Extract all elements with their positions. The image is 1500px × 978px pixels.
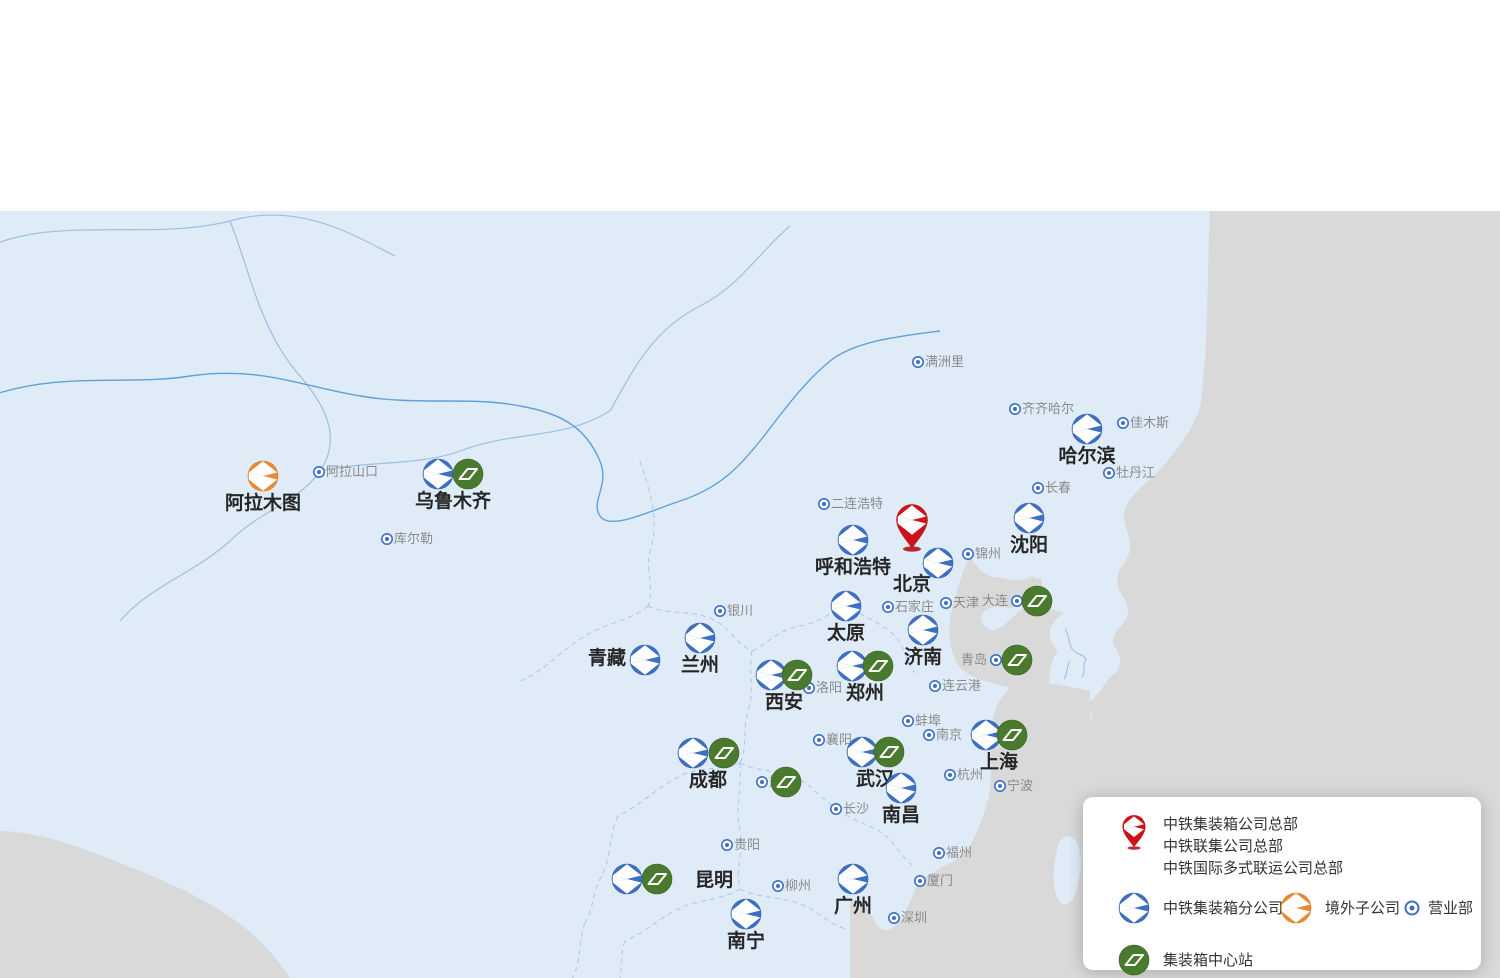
svg-text:成都: 成都 <box>689 768 727 791</box>
svg-text:柳州: 柳州 <box>785 878 811 893</box>
svg-text:中铁联集公司总部: 中铁联集公司总部 <box>1163 838 1283 855</box>
svg-text:青藏: 青藏 <box>588 646 626 669</box>
svg-text:郑州: 郑州 <box>846 682 884 704</box>
svg-text:连云港: 连云港 <box>942 678 981 693</box>
svg-text:乌鲁木齐: 乌鲁木齐 <box>415 489 492 512</box>
svg-text:南昌: 南昌 <box>882 804 920 826</box>
svg-text:福州: 福州 <box>946 845 972 860</box>
svg-text:阿拉山口: 阿拉山口 <box>326 464 378 479</box>
svg-text:南京: 南京 <box>936 727 962 742</box>
svg-text:境外子公司: 境外子公司 <box>1325 899 1400 917</box>
svg-text:南宁: 南宁 <box>727 929 765 952</box>
svg-text:中铁国际多式联运公司总部: 中铁国际多式联运公司总部 <box>1163 860 1343 877</box>
svg-text:太原: 太原 <box>827 621 865 644</box>
svg-text:蚌埠: 蚌埠 <box>915 713 941 728</box>
svg-text:哈尔滨: 哈尔滨 <box>1058 444 1115 467</box>
svg-text:深圳: 深圳 <box>901 910 927 925</box>
svg-text:天津: 天津 <box>953 595 979 610</box>
svg-text:洛阳: 洛阳 <box>816 680 842 695</box>
svg-text:兰州: 兰州 <box>681 653 719 676</box>
svg-text:营业部: 营业部 <box>1428 900 1473 917</box>
svg-text:牡丹江: 牡丹江 <box>1116 465 1155 480</box>
svg-text:昆明: 昆明 <box>695 869 733 891</box>
svg-text:中铁集装箱公司总部: 中铁集装箱公司总部 <box>1163 816 1298 833</box>
svg-text:贵阳: 贵阳 <box>734 837 760 852</box>
svg-text:济南: 济南 <box>904 645 942 668</box>
svg-text:二连浩特: 二连浩特 <box>831 496 883 511</box>
svg-text:石家庄: 石家庄 <box>895 599 934 614</box>
svg-text:大连: 大连 <box>982 593 1008 608</box>
svg-text:长沙: 长沙 <box>843 801 869 816</box>
svg-text:襄阳: 襄阳 <box>826 732 852 747</box>
svg-text:西安: 西安 <box>765 690 803 713</box>
svg-text:中铁集装箱分公司: 中铁集装箱分公司 <box>1163 900 1283 917</box>
svg-text:呼和浩特: 呼和浩特 <box>815 555 891 578</box>
svg-text:库尔勒: 库尔勒 <box>394 531 433 546</box>
svg-text:锦州: 锦州 <box>975 546 1001 561</box>
svg-text:广州: 广州 <box>834 894 872 917</box>
svg-text:阿拉木图: 阿拉木图 <box>225 491 301 514</box>
svg-text:佳木斯: 佳木斯 <box>1130 415 1169 430</box>
svg-text:北京: 北京 <box>893 572 931 595</box>
svg-text:长春: 长春 <box>1045 480 1071 495</box>
svg-text:厦门: 厦门 <box>927 873 953 888</box>
svg-text:宁波: 宁波 <box>1007 778 1033 793</box>
svg-text:沈阳: 沈阳 <box>1010 533 1048 556</box>
svg-text:上海: 上海 <box>980 750 1018 773</box>
svg-text:齐齐哈尔: 齐齐哈尔 <box>1022 401 1074 416</box>
svg-text:满洲里: 满洲里 <box>925 354 964 369</box>
svg-text:青岛: 青岛 <box>961 652 987 667</box>
svg-text:集装箱中心站: 集装箱中心站 <box>1163 952 1253 969</box>
svg-text:银川: 银川 <box>727 603 753 618</box>
